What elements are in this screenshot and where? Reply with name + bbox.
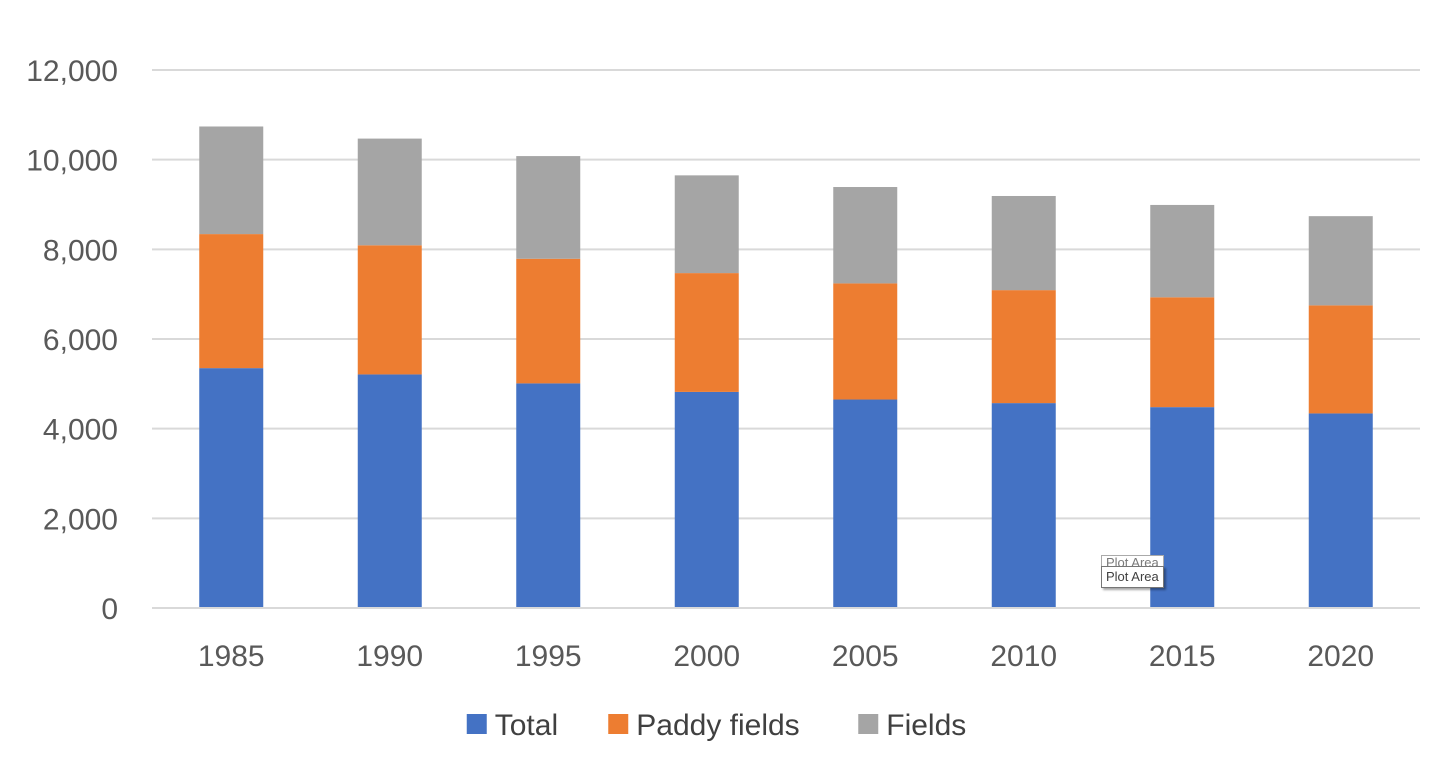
x-tick-label: 2020 — [1307, 640, 1374, 673]
bar-total-2000[interactable] — [674, 391, 739, 608]
bar-total-2010[interactable] — [991, 403, 1056, 608]
legend-label: Total — [495, 709, 558, 742]
x-tick-label: 2010 — [990, 640, 1057, 673]
bar-total-2005[interactable] — [833, 399, 898, 608]
bar-total-1985[interactable] — [199, 368, 264, 608]
x-tick-label: 2000 — [673, 640, 740, 673]
legend-swatch-fields — [858, 714, 879, 734]
y-tick-label: 8,000 — [43, 234, 118, 267]
x-tick-label: 1995 — [515, 640, 582, 673]
bar-total-1990[interactable] — [357, 374, 422, 608]
bar-fields-2020[interactable] — [1308, 216, 1373, 306]
bar-fields-2010[interactable] — [991, 195, 1056, 291]
bar-paddy-fields-2005[interactable] — [833, 283, 898, 400]
bar-paddy-fields-1995[interactable] — [516, 258, 581, 384]
y-tick-label: 0 — [101, 593, 118, 626]
y-tick-label: 2,000 — [43, 503, 118, 536]
bar-paddy-fields-2020[interactable] — [1308, 305, 1373, 414]
bar-paddy-fields-2000[interactable] — [674, 273, 739, 392]
bar-fields-1990[interactable] — [357, 138, 422, 246]
x-tick-label: 1985 — [198, 640, 265, 673]
bar-total-1995[interactable] — [516, 383, 581, 608]
y-tick-label: 10,000 — [26, 145, 118, 178]
legend: Total Paddy fields Fields — [466, 709, 966, 742]
bar-fields-1995[interactable] — [516, 156, 581, 259]
x-tick-label: 2005 — [832, 640, 899, 673]
x-tick-label: 2015 — [1149, 640, 1216, 673]
y-tick-label: 6,000 — [43, 324, 118, 357]
bar-paddy-fields-1990[interactable] — [357, 245, 422, 375]
bar-fields-2005[interactable] — [833, 187, 898, 284]
bar-paddy-fields-2010[interactable] — [991, 290, 1056, 404]
legend-swatch-paddy-fields — [608, 714, 629, 734]
plot-area-tooltip: Plot Area — [1101, 566, 1164, 588]
y-tick-label: 12,000 — [26, 55, 118, 88]
bar-fields-2000[interactable] — [674, 175, 739, 274]
bar-paddy-fields-2015[interactable] — [1150, 297, 1215, 408]
axes: 0 2,000 4,000 6,000 8,000 10,000 12,000 1985 199… — [26, 55, 1420, 673]
legend-label: Fields — [886, 709, 966, 742]
bar-paddy-fields-1985[interactable] — [199, 234, 264, 369]
gridlines — [152, 69, 1420, 520]
y-tick-label: 4,000 — [43, 414, 118, 447]
legend-label: Paddy fields — [636, 709, 799, 742]
x-tick-label: 1990 — [356, 640, 423, 673]
bar-total-2020[interactable] — [1308, 413, 1373, 608]
legend-swatch-total — [466, 714, 487, 734]
bar-fields-2015[interactable] — [1150, 204, 1215, 298]
bars — [199, 126, 1373, 608]
bar-fields-1985[interactable] — [199, 126, 264, 235]
